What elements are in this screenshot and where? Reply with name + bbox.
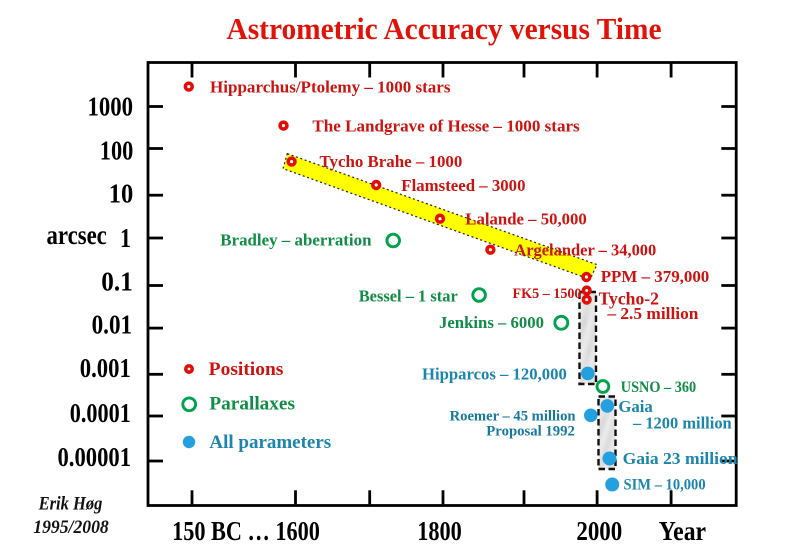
svg-text:Parallaxes: Parallaxes xyxy=(209,394,295,415)
svg-text:Hipparcos – 120,000: Hipparcos – 120,000 xyxy=(422,364,567,383)
svg-text:100: 100 xyxy=(100,135,134,165)
svg-text:0.0001: 0.0001 xyxy=(70,398,131,428)
svg-text:1800: 1800 xyxy=(417,516,462,546)
svg-text:– 2.5 million: – 2.5 million xyxy=(606,304,699,323)
svg-text:2000: 2000 xyxy=(576,516,622,546)
svg-text:Gaia: Gaia xyxy=(618,397,653,416)
svg-text:1000: 1000 xyxy=(88,92,134,122)
svg-text:Proposal 1992: Proposal 1992 xyxy=(486,423,575,439)
svg-text:Bradley – aberration: Bradley – aberration xyxy=(220,231,372,250)
svg-text:150 BC … 1600: 150 BC … 1600 xyxy=(172,516,320,546)
svg-text:0.01: 0.01 xyxy=(92,310,133,340)
svg-text:Jenkins – 6000: Jenkins – 6000 xyxy=(439,313,544,332)
svg-text:Tycho-2: Tycho-2 xyxy=(599,289,659,309)
svg-text:PPM – 379,000: PPM – 379,000 xyxy=(601,267,710,286)
svg-text:Year: Year xyxy=(659,516,706,546)
svg-text:Argelander – 34,000: Argelander – 34,000 xyxy=(514,241,656,260)
svg-text:Gaia 23 million: Gaia 23 million xyxy=(623,449,739,468)
svg-text:Erik Høg: Erik Høg xyxy=(38,494,103,515)
svg-text:Astrometric Accuracy versus Ti: Astrometric Accuracy versus Time xyxy=(227,11,662,46)
svg-text:Tycho Brahe – 1000: Tycho Brahe – 1000 xyxy=(320,152,463,171)
svg-text:The Landgrave of Hesse – 1000: The Landgrave of Hesse – 1000 stars xyxy=(312,117,580,136)
svg-text:All parameters: All parameters xyxy=(209,432,331,453)
svg-text:arcsec: arcsec xyxy=(47,220,107,250)
svg-text:0.00001: 0.00001 xyxy=(58,442,132,472)
svg-text:– 1200 million: – 1200 million xyxy=(632,413,732,432)
svg-text:1: 1 xyxy=(120,223,131,253)
svg-text:10: 10 xyxy=(109,178,134,208)
svg-text:USNO – 360: USNO – 360 xyxy=(621,379,696,396)
svg-text:SIM – 10,000: SIM – 10,000 xyxy=(624,476,706,493)
svg-text:0.001: 0.001 xyxy=(80,353,131,383)
svg-text:Lalande – 50,000: Lalande – 50,000 xyxy=(465,210,587,229)
svg-text:0.1: 0.1 xyxy=(101,267,133,297)
svg-text:FK5 – 1500: FK5 – 1500 xyxy=(513,286,582,302)
svg-text:Roemer – 45 million: Roemer – 45 million xyxy=(450,409,576,425)
svg-text:1995/2008: 1995/2008 xyxy=(33,517,109,538)
svg-text:Hipparchus/Ptolemy – 1000 star: Hipparchus/Ptolemy – 1000 stars xyxy=(210,77,451,96)
svg-text:Flamsteed – 3000: Flamsteed – 3000 xyxy=(401,176,525,195)
svg-text:Positions: Positions xyxy=(209,359,284,380)
svg-text:Bessel – 1 star: Bessel – 1 star xyxy=(359,287,459,306)
